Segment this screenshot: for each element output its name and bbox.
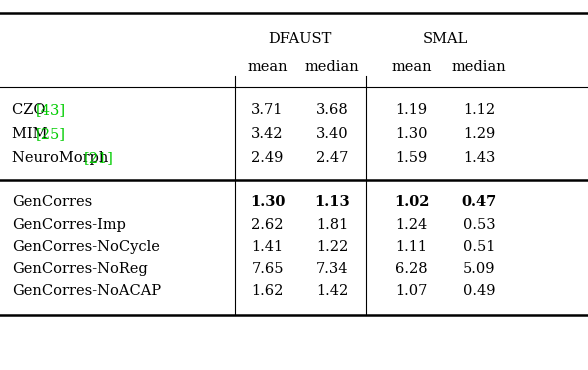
Text: SMAL: SMAL	[422, 32, 468, 46]
Text: 0.47: 0.47	[462, 195, 497, 209]
Text: GenCorres-NoACAP: GenCorres-NoACAP	[12, 284, 161, 298]
Text: 3.42: 3.42	[251, 127, 284, 141]
Text: 0.51: 0.51	[463, 240, 496, 254]
Text: DFAUST: DFAUST	[268, 32, 332, 46]
Text: MIM: MIM	[12, 127, 52, 141]
Text: GenCorres-Imp: GenCorres-Imp	[12, 218, 126, 232]
Text: median: median	[452, 60, 507, 74]
Text: 2.49: 2.49	[251, 151, 284, 165]
Text: 1.41: 1.41	[252, 240, 283, 254]
Text: [21]: [21]	[83, 151, 113, 165]
Text: 1.13: 1.13	[315, 195, 350, 209]
Text: 0.49: 0.49	[463, 284, 496, 298]
Text: 1.62: 1.62	[251, 284, 284, 298]
Text: 2.47: 2.47	[316, 151, 349, 165]
Text: 1.24: 1.24	[396, 218, 427, 232]
Text: 7.34: 7.34	[316, 262, 349, 276]
Text: GenCorres-NoCycle: GenCorres-NoCycle	[12, 240, 159, 254]
Text: 1.30: 1.30	[250, 195, 285, 209]
Text: 1.29: 1.29	[463, 127, 495, 141]
Text: median: median	[305, 60, 360, 74]
Text: CZO: CZO	[12, 103, 50, 117]
Text: 1.12: 1.12	[463, 103, 495, 117]
Text: [25]: [25]	[36, 127, 66, 141]
Text: 1.81: 1.81	[316, 218, 348, 232]
Text: 1.43: 1.43	[463, 151, 496, 165]
Text: 6.28: 6.28	[395, 262, 428, 276]
Text: 1.11: 1.11	[396, 240, 427, 254]
Text: NeuroMorph: NeuroMorph	[12, 151, 113, 165]
Text: 1.22: 1.22	[316, 240, 348, 254]
Text: mean: mean	[247, 60, 288, 74]
Text: GenCorres: GenCorres	[12, 195, 92, 209]
Text: 1.02: 1.02	[394, 195, 429, 209]
Text: 2.62: 2.62	[251, 218, 284, 232]
Text: [43]: [43]	[36, 103, 66, 117]
Text: 1.59: 1.59	[396, 151, 427, 165]
Text: 1.19: 1.19	[396, 103, 427, 117]
Text: 1.07: 1.07	[395, 284, 428, 298]
Text: GenCorres-NoReg: GenCorres-NoReg	[12, 262, 148, 276]
Text: mean: mean	[391, 60, 432, 74]
Text: 5.09: 5.09	[463, 262, 496, 276]
Text: 3.71: 3.71	[251, 103, 284, 117]
Text: 1.30: 1.30	[395, 127, 428, 141]
Text: 3.40: 3.40	[316, 127, 349, 141]
Text: 0.53: 0.53	[463, 218, 496, 232]
Text: 7.65: 7.65	[251, 262, 284, 276]
Text: 3.68: 3.68	[316, 103, 349, 117]
Text: 1.42: 1.42	[316, 284, 348, 298]
